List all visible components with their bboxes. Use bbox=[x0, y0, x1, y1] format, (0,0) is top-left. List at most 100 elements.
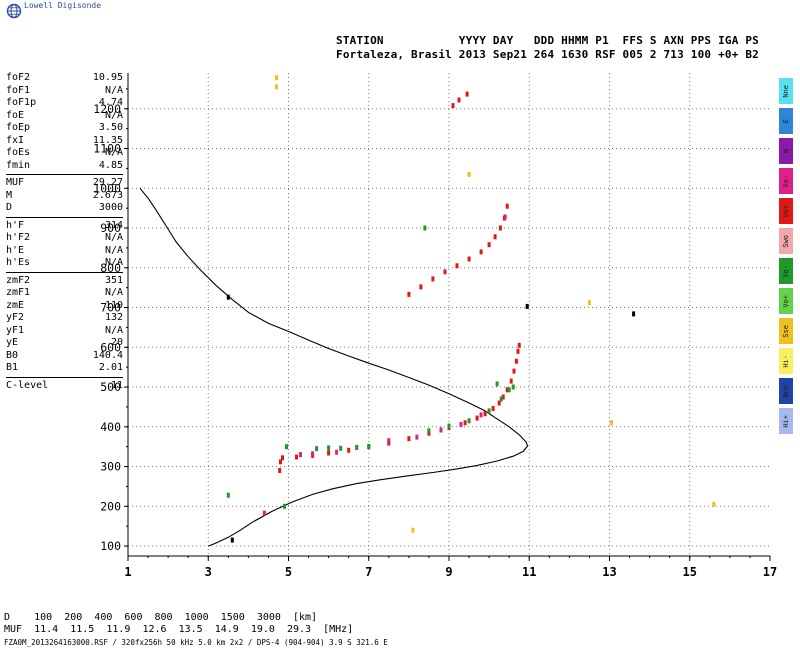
param-row: zmF1 N/A bbox=[6, 287, 123, 300]
echo-point bbox=[347, 447, 351, 453]
y-tick-label: 600 bbox=[100, 340, 121, 354]
echo-point bbox=[451, 103, 455, 109]
param-name: MUF bbox=[6, 177, 25, 188]
echo-point bbox=[516, 348, 520, 354]
param-value: N/A bbox=[104, 147, 123, 158]
echo-point bbox=[505, 387, 509, 393]
echo-point bbox=[427, 428, 431, 434]
legend-entry: Nne bbox=[779, 78, 793, 104]
echo-point bbox=[501, 394, 505, 400]
echo-point bbox=[479, 412, 483, 418]
echo-point bbox=[467, 171, 471, 177]
param-row: foEs N/A bbox=[6, 147, 123, 160]
y-tick-label: 200 bbox=[100, 499, 121, 513]
param-value: 11.35 bbox=[92, 134, 123, 146]
scaled-parameters-panel: foF2 10.95 foF1 N/A foF1p 4.74 foE N/A foEp 3.50 f… bbox=[6, 72, 123, 392]
param-row: foF1p 4.74 bbox=[6, 97, 123, 110]
echo-point bbox=[505, 203, 509, 209]
echo-point bbox=[443, 269, 447, 275]
param-name: yE bbox=[6, 337, 19, 348]
echo-point bbox=[407, 436, 411, 442]
param-row: D 3000 bbox=[6, 202, 123, 215]
echo-point bbox=[230, 537, 234, 543]
electron-density-profile-line bbox=[139, 187, 529, 547]
legend-label: Hi+ bbox=[782, 414, 790, 428]
param-row: zmE 110 bbox=[6, 300, 123, 313]
legend-entry: Swo bbox=[779, 228, 793, 254]
param-value: 3000 bbox=[98, 202, 123, 213]
header-values: Fortaleza, Brasil 2013 Sep21 264 1630 RS… bbox=[336, 48, 759, 61]
chart-axes bbox=[124, 73, 771, 561]
param-row: yE 20 bbox=[6, 337, 123, 350]
param-value: 2.673 bbox=[92, 189, 123, 201]
echo-point bbox=[278, 468, 282, 473]
param-row: MUF 29.27 bbox=[6, 177, 123, 190]
echo-point bbox=[447, 423, 451, 429]
echo-point bbox=[262, 510, 266, 516]
y-tick-label: 700 bbox=[100, 301, 121, 315]
chart-grid bbox=[128, 73, 770, 556]
param-name: zmF1 bbox=[6, 287, 31, 298]
param-name: yF2 bbox=[6, 312, 25, 323]
legend-label: W bbox=[782, 148, 790, 154]
param-value: N/A bbox=[104, 84, 123, 96]
param-name: B0 bbox=[6, 349, 19, 361]
param-group-confidence: C-level 11 bbox=[6, 380, 123, 393]
distance-row: D 100 200 400 600 800 1000 1500 3000 [km… bbox=[4, 612, 318, 623]
param-row: h'F2 N/A bbox=[6, 232, 123, 245]
echo-point bbox=[493, 234, 497, 240]
echo-point bbox=[712, 501, 716, 507]
param-value: 20 bbox=[110, 337, 123, 348]
param-name: foF2 bbox=[6, 72, 31, 83]
echo-point bbox=[281, 455, 284, 461]
echo-point bbox=[279, 459, 282, 465]
echo-point bbox=[587, 300, 591, 306]
legend-entry: Hi+ bbox=[779, 408, 793, 434]
echo-point bbox=[487, 408, 491, 414]
x-tick-labels: 1 3 5 7 9 11 13 15 17 bbox=[124, 565, 777, 579]
param-row: fmin 4.85 bbox=[6, 160, 123, 173]
echo-point bbox=[411, 527, 415, 533]
echo-point bbox=[367, 443, 371, 449]
param-value: 110 bbox=[104, 299, 123, 311]
param-value: 11 bbox=[110, 379, 123, 391]
echo-point bbox=[632, 311, 636, 317]
param-group-critical-frequencies: foF2 10.95 foF1 N/A foF1p 4.74 foE N/A foEp 3.50 f… bbox=[6, 72, 123, 172]
param-name: foF1p bbox=[6, 97, 37, 108]
header-labels: STATION YYYY DAY DDD HHMM P1 FFS S AXN P… bbox=[336, 34, 759, 47]
echo-point bbox=[407, 291, 411, 297]
echo-point bbox=[495, 381, 499, 387]
divider bbox=[6, 174, 123, 175]
echo-point bbox=[498, 225, 502, 231]
param-name: C-level bbox=[6, 379, 49, 391]
echo-point bbox=[499, 396, 503, 402]
echo-point bbox=[455, 263, 459, 269]
param-value: 3.50 bbox=[98, 122, 123, 133]
param-row: h'F 314 bbox=[6, 220, 123, 233]
legend-entry: Hi- bbox=[779, 348, 793, 374]
echo-point bbox=[479, 249, 483, 255]
legend-entry: Vo- bbox=[779, 168, 793, 194]
echo-point bbox=[463, 420, 467, 426]
echo-traces bbox=[226, 75, 716, 543]
echo-point bbox=[335, 449, 339, 455]
y-tick-label: 500 bbox=[100, 380, 121, 394]
legend-entry: Nno bbox=[779, 378, 793, 404]
echo-point bbox=[475, 415, 479, 421]
legend-label: Swo bbox=[782, 234, 790, 248]
echo-point bbox=[311, 451, 315, 457]
param-value: N/A bbox=[104, 109, 123, 121]
param-group-muf: MUF 29.27 M 2.673 D 3000 bbox=[6, 177, 123, 215]
echo-point bbox=[283, 503, 286, 509]
y-tick-labels: 100 200 300 400 500 600 700 800 900 1000 1100 1200 bbox=[93, 102, 121, 553]
param-value: N/A bbox=[104, 287, 123, 298]
param-row: h'Es N/A bbox=[6, 257, 123, 270]
echo-point bbox=[511, 384, 515, 390]
echo-point bbox=[275, 84, 278, 90]
legend-entry: W bbox=[779, 138, 793, 164]
param-name: foF1 bbox=[6, 84, 31, 96]
x-tick-label: 15 bbox=[683, 565, 697, 579]
param-name: foEs bbox=[6, 147, 31, 158]
echo-point bbox=[299, 452, 302, 458]
